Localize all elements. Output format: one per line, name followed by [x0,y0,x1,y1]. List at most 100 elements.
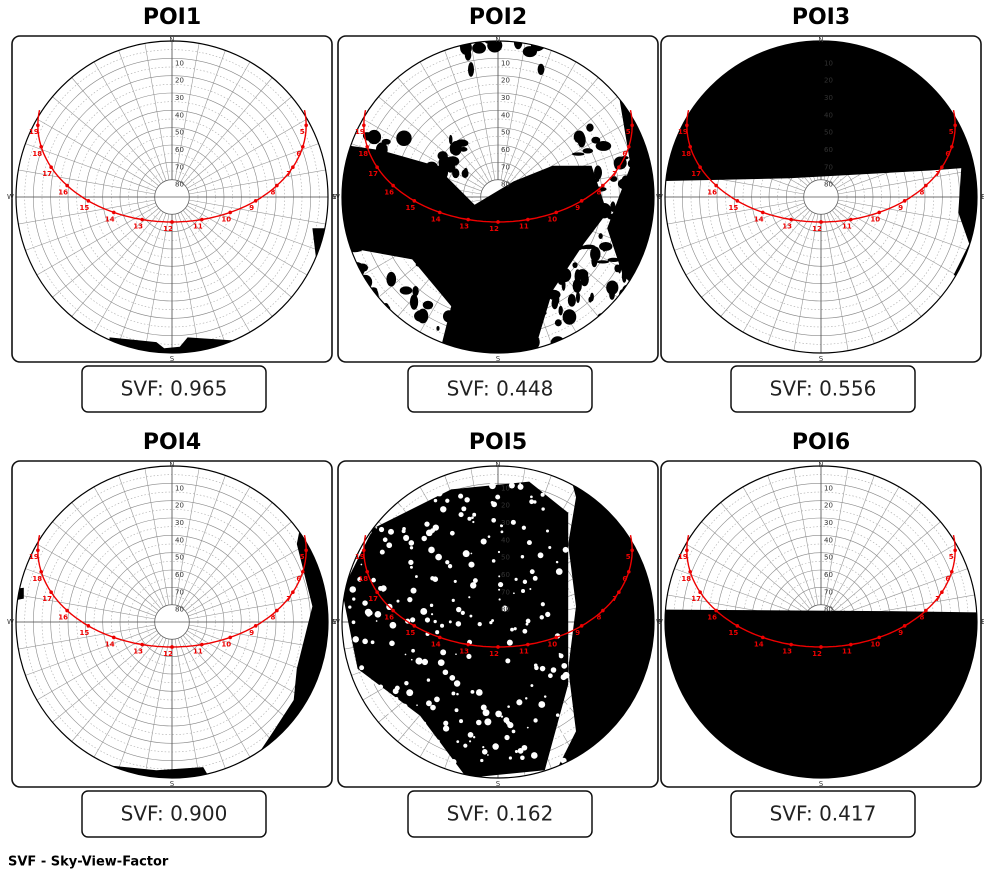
hour-label: 8 [270,189,275,197]
hour-label: 19 [29,553,39,561]
altitude-label: 60 [824,571,833,579]
altitude-label: 10 [824,484,833,492]
hour-label: 11 [193,648,203,656]
hour-label: 12 [163,650,173,658]
svf-value: SVF: 0.556 [770,377,877,401]
hour-label: 19 [678,128,688,136]
svf-value: SVF: 0.965 [121,377,228,401]
hour-label: 7 [286,170,291,178]
hour-label: 8 [270,614,275,622]
hour-label: 9 [575,629,580,637]
altitude-label: 20 [824,77,833,85]
altitude-label: 20 [824,502,833,510]
hour-label: 18 [681,575,691,583]
compass-n: N [169,461,174,469]
hour-label: 14 [105,215,115,223]
hour-label: 6 [945,575,950,583]
hour-label: 6 [622,150,627,158]
altitude-label: 10 [501,59,510,67]
hour-label: 14 [754,215,764,223]
hour-label: 10 [221,215,231,223]
compass-s: S [170,780,175,788]
compass-w: W [656,193,663,201]
hour-label: 5 [949,553,954,561]
altitude-label: 50 [175,554,184,562]
footnote: SVF - Sky-View-Factor [8,855,169,870]
hour-label: 7 [286,595,291,603]
panel-title: POI3 [792,5,850,30]
hour-label: 10 [870,215,880,223]
hour-label: 16 [384,189,394,197]
altitude-label: 70 [501,163,510,171]
panel-title: POI6 [792,430,850,455]
hour-label: 5 [300,128,305,136]
hour-label: 12 [812,650,822,658]
hour-label: 15 [405,629,415,637]
compass-n: N [169,36,174,44]
hour-label: 13 [133,223,143,231]
hour-label: 6 [296,150,301,158]
compass-w: W [333,618,340,626]
hour-label: 5 [626,128,631,136]
altitude-label: 70 [501,588,510,596]
hour-label: 6 [296,575,301,583]
hour-label: 13 [782,223,792,231]
hour-label: 19 [355,128,365,136]
compass-s: S [496,355,501,363]
hour-label: 18 [32,150,42,158]
altitude-label: 70 [175,163,184,171]
figure: SVF - Sky-View-Factor POI1 10 20 30 40 50 60 70… [0,0,984,876]
hour-label: 13 [459,223,469,231]
hour-label: 17 [691,595,701,603]
hour-label: 19 [678,553,688,561]
panel-title: POI1 [143,5,201,30]
hour-label: 10 [547,640,557,648]
altitude-label: 70 [824,163,833,171]
altitude-label: 80 [501,606,510,614]
altitude-label: 50 [175,129,184,137]
hour-label: 19 [355,553,365,561]
hour-label: 15 [405,204,415,212]
compass-w: W [656,618,663,626]
hour-label: 17 [42,595,52,603]
altitude-label: 40 [824,536,833,544]
altitude-label: 70 [175,588,184,596]
panel-title: POI5 [469,430,527,455]
hour-label: 7 [612,595,617,603]
panel-title: POI4 [143,430,201,455]
hour-label: 16 [707,189,717,197]
altitude-label: 60 [824,146,833,154]
altitude-label: 80 [175,181,184,189]
hour-label: 11 [519,648,529,656]
altitude-label: 20 [175,502,184,510]
altitude-label: 70 [824,588,833,596]
hour-label: 9 [249,629,254,637]
hour-label: 16 [58,614,68,622]
altitude-label: 50 [501,129,510,137]
compass-n: N [495,36,500,44]
altitude-label: 20 [501,502,510,510]
compass-s: S [819,355,824,363]
altitude-label: 80 [501,181,510,189]
hour-label: 8 [596,189,601,197]
hour-label: 14 [105,640,115,648]
hour-label: 15 [728,629,738,637]
hour-label: 13 [459,648,469,656]
altitude-label: 50 [501,554,510,562]
hour-label: 13 [133,648,143,656]
hour-label: 18 [358,150,368,158]
altitude-label: 40 [175,111,184,119]
hour-label: 12 [163,225,173,233]
hour-label: 15 [728,204,738,212]
panel-title: POI2 [469,5,527,30]
hour-label: 11 [842,648,852,656]
altitude-label: 30 [824,519,833,527]
hour-label: 11 [193,223,203,231]
hour-label: 5 [626,553,631,561]
hour-label: 7 [612,170,617,178]
hour-label: 9 [898,629,903,637]
compass-n: N [818,36,823,44]
hour-label: 16 [58,189,68,197]
hour-label: 15 [79,629,89,637]
altitude-label: 40 [501,536,510,544]
